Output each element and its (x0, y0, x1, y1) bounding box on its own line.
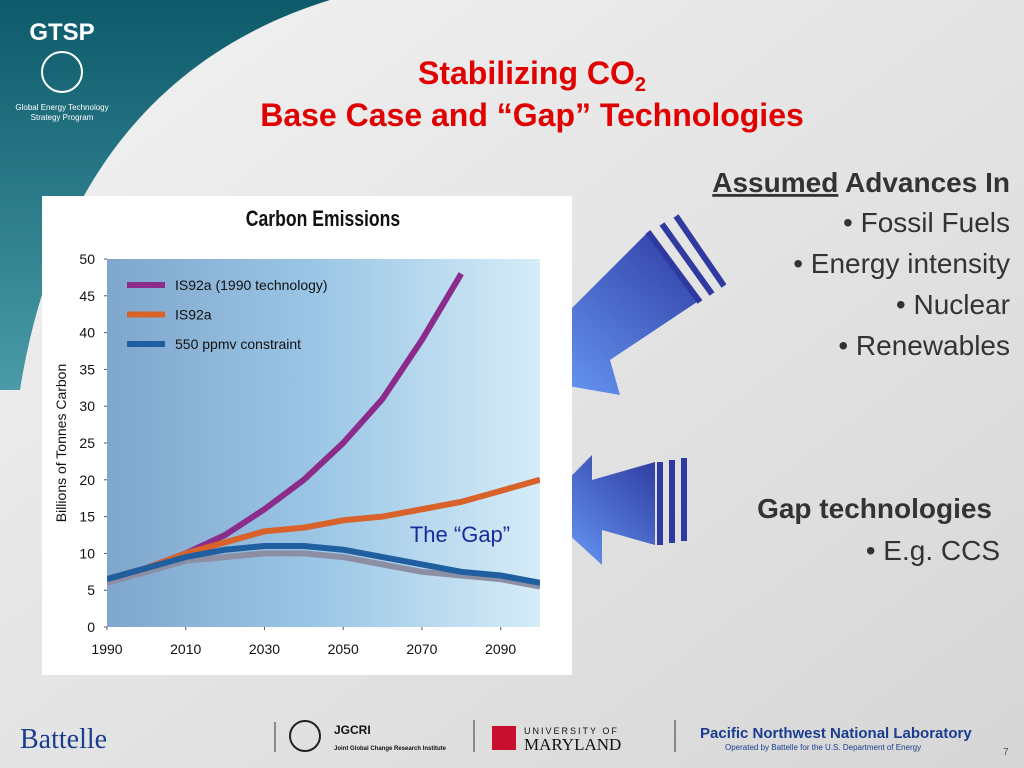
footer-logo: Pacific Northwest National Laboratory (700, 725, 972, 742)
footer-logo: MARYLAND (524, 735, 621, 754)
logo-text: Global Energy Technology (15, 103, 108, 112)
bullet: • Nuclear (896, 289, 1010, 320)
logo-globe (41, 51, 83, 93)
footer-logo: JGCRI (334, 723, 371, 737)
x-tick-label: 2010 (170, 641, 201, 657)
y-tick-label: 10 (79, 545, 95, 561)
x-tick-label: 2090 (485, 641, 516, 657)
heading-rest: Advances In (838, 167, 1010, 198)
legend-label: 550 ppmv constraint (175, 336, 301, 352)
series-line (107, 550, 540, 590)
gap-heading: Gap technologies (757, 493, 992, 524)
swoosh (0, 0, 330, 390)
annotation: The “Gap” (410, 522, 510, 547)
y-tick-label: 25 (79, 435, 95, 451)
y-axis-label: Billions of Tonnes Carbon (53, 364, 69, 523)
logo: GTSP (29, 19, 94, 46)
legend-label: IS92a (1990 technology) (175, 277, 328, 293)
y-tick-label: 15 (79, 509, 95, 525)
title-sub: 2 (635, 74, 646, 96)
chart-title: Carbon Emissions (246, 207, 400, 231)
y-tick-label: 50 (79, 251, 95, 267)
y-tick-label: 45 (79, 288, 95, 304)
footer-logo: UNIVERSITY OF (524, 726, 619, 736)
y-tick-label: 5 (87, 582, 95, 598)
title-main: Stabilizing CO (418, 55, 635, 91)
x-tick-label: 2050 (328, 641, 359, 657)
y-tick-label: 20 (79, 472, 95, 488)
footer-logo: Battelle (20, 724, 107, 755)
bullet: • Fossil Fuels (843, 207, 1010, 238)
y-tick-label: 0 (87, 619, 95, 635)
x-tick-label: 1990 (91, 641, 122, 657)
series-line (107, 543, 540, 586)
bullet: • Renewables (838, 330, 1010, 361)
y-tick-label: 35 (79, 361, 95, 377)
page-number: 7 (1003, 747, 1009, 758)
y-tick-label: 40 (79, 325, 95, 341)
footer-logo: Joint Global Change Research Institute (334, 746, 447, 752)
legend-label: IS92a (175, 307, 212, 323)
plot-lines (107, 272, 540, 590)
heading-underlined: Assumed (712, 167, 838, 198)
x-tick-label: 2030 (249, 641, 280, 657)
bullet: • Energy intensity (793, 248, 1010, 279)
jgcri-globe (289, 720, 321, 752)
x-tick-label: 2070 (406, 641, 437, 657)
umd-shield (492, 726, 516, 750)
bullet: • E.g. CCS (866, 535, 1000, 566)
title: Stabilizing CO2 (418, 55, 646, 96)
logo-text: Strategy Program (31, 113, 94, 122)
footer-logo: Operated by Battelle for the U.S. Depart… (725, 743, 921, 752)
y-tick-label: 30 (79, 398, 95, 414)
advances-heading: Assumed Advances In (712, 167, 1010, 198)
title: Base Case and “Gap” Technologies (260, 97, 804, 133)
